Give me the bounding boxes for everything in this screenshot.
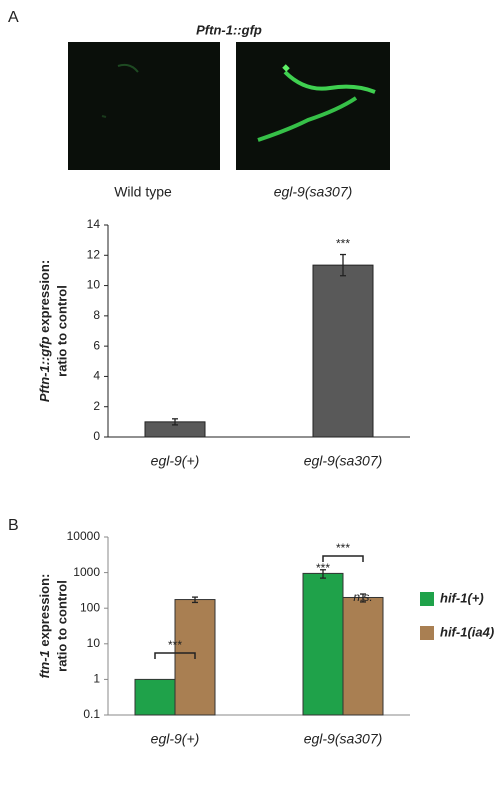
significance: *** [168,638,182,652]
panel-label: B [8,517,19,534]
error-bar [172,418,178,426]
y-tick-label: 6 [93,338,100,352]
y-axis-label: ftn-1 expression: [37,574,52,679]
y-tick-label: 1000 [73,565,100,579]
legend-label: hif-1(ia4) [440,624,494,639]
legend-swatch [420,626,434,640]
y-tick-label: 12 [87,247,101,261]
y-tick-label: 0.1 [83,707,100,721]
bar [312,264,374,438]
legend-swatch [420,592,434,606]
micrograph [236,42,390,170]
x-tick-label: egl-9(sa307) [304,453,383,469]
significance: *** [336,237,350,251]
bar [302,572,344,716]
y-label-gene: Pftn-1::gfp [37,336,52,402]
bracket [322,555,364,562]
significance: *** [316,561,330,575]
y-label-text: expression: [37,574,52,651]
y-tick-label: 14 [87,217,101,231]
y-label-text: expression: [37,260,52,337]
y-axis-label: ratio to control [54,580,69,672]
error-bar [360,593,366,603]
x-tick-label: egl-9(+) [151,453,200,469]
image-caption: Wild type [114,184,172,200]
y-tick-label: 10 [87,636,101,650]
y-tick-label: 100 [80,600,100,614]
y-tick-label: 1 [93,672,100,686]
x-tick-label: egl-9(+) [151,731,200,747]
error-bar [340,253,346,277]
y-axis-label: Pftn-1::gfp expression: [37,260,52,402]
y-label-gene: ftn-1 [37,650,52,678]
bar [134,678,176,716]
y-tick-label: 0 [93,429,100,443]
y-tick-label: 8 [93,308,100,322]
y-tick-label: 10000 [67,529,101,543]
image-caption: egl-9(sa307) [274,184,353,200]
bracket [154,652,196,659]
x-tick-label: egl-9(sa307) [304,731,383,747]
bar [342,596,384,716]
micrograph [68,42,220,170]
significance: *** [336,541,350,555]
panel-label: A [8,9,19,26]
y-axis-label: ratio to control [54,285,69,377]
y-tick-label: 10 [87,278,101,292]
error-bar [192,596,198,604]
y-tick-label: 4 [93,369,100,383]
legend-label: hif-1(+) [440,590,484,605]
image-title: Pftn-1::gfp [196,22,262,37]
y-tick-label: 2 [93,399,100,413]
error-bar [320,569,326,579]
significance: n.s. [353,590,372,604]
